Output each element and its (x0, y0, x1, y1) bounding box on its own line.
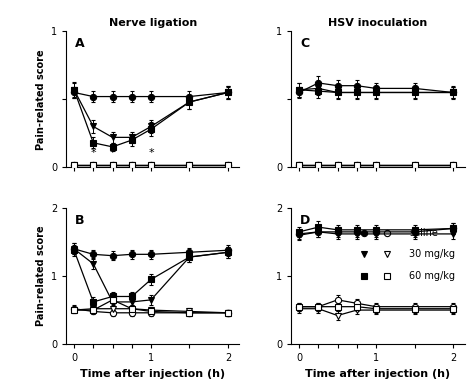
Text: 60 mg/kg: 60 mg/kg (409, 271, 455, 281)
Text: *: * (109, 299, 115, 309)
Y-axis label: Pain-related score: Pain-related score (36, 226, 46, 326)
Text: *: * (148, 148, 154, 158)
Text: D: D (300, 213, 310, 226)
Title: HSV inoculation: HSV inoculation (328, 18, 428, 28)
Text: *: * (109, 148, 115, 158)
X-axis label: Time after injection (h): Time after injection (h) (81, 369, 226, 378)
Text: C: C (300, 37, 309, 50)
Title: Nerve ligation: Nerve ligation (109, 18, 197, 28)
Text: saline: saline (409, 228, 438, 238)
Text: 30 mg/kg: 30 mg/kg (409, 249, 455, 259)
Text: A: A (75, 37, 85, 50)
Text: *: * (91, 148, 96, 158)
Text: B: B (75, 213, 84, 226)
Text: *: * (91, 307, 96, 317)
Text: *: * (148, 278, 154, 288)
Y-axis label: Pain-related score: Pain-related score (36, 49, 46, 150)
X-axis label: Time after injection (h): Time after injection (h) (305, 369, 450, 378)
